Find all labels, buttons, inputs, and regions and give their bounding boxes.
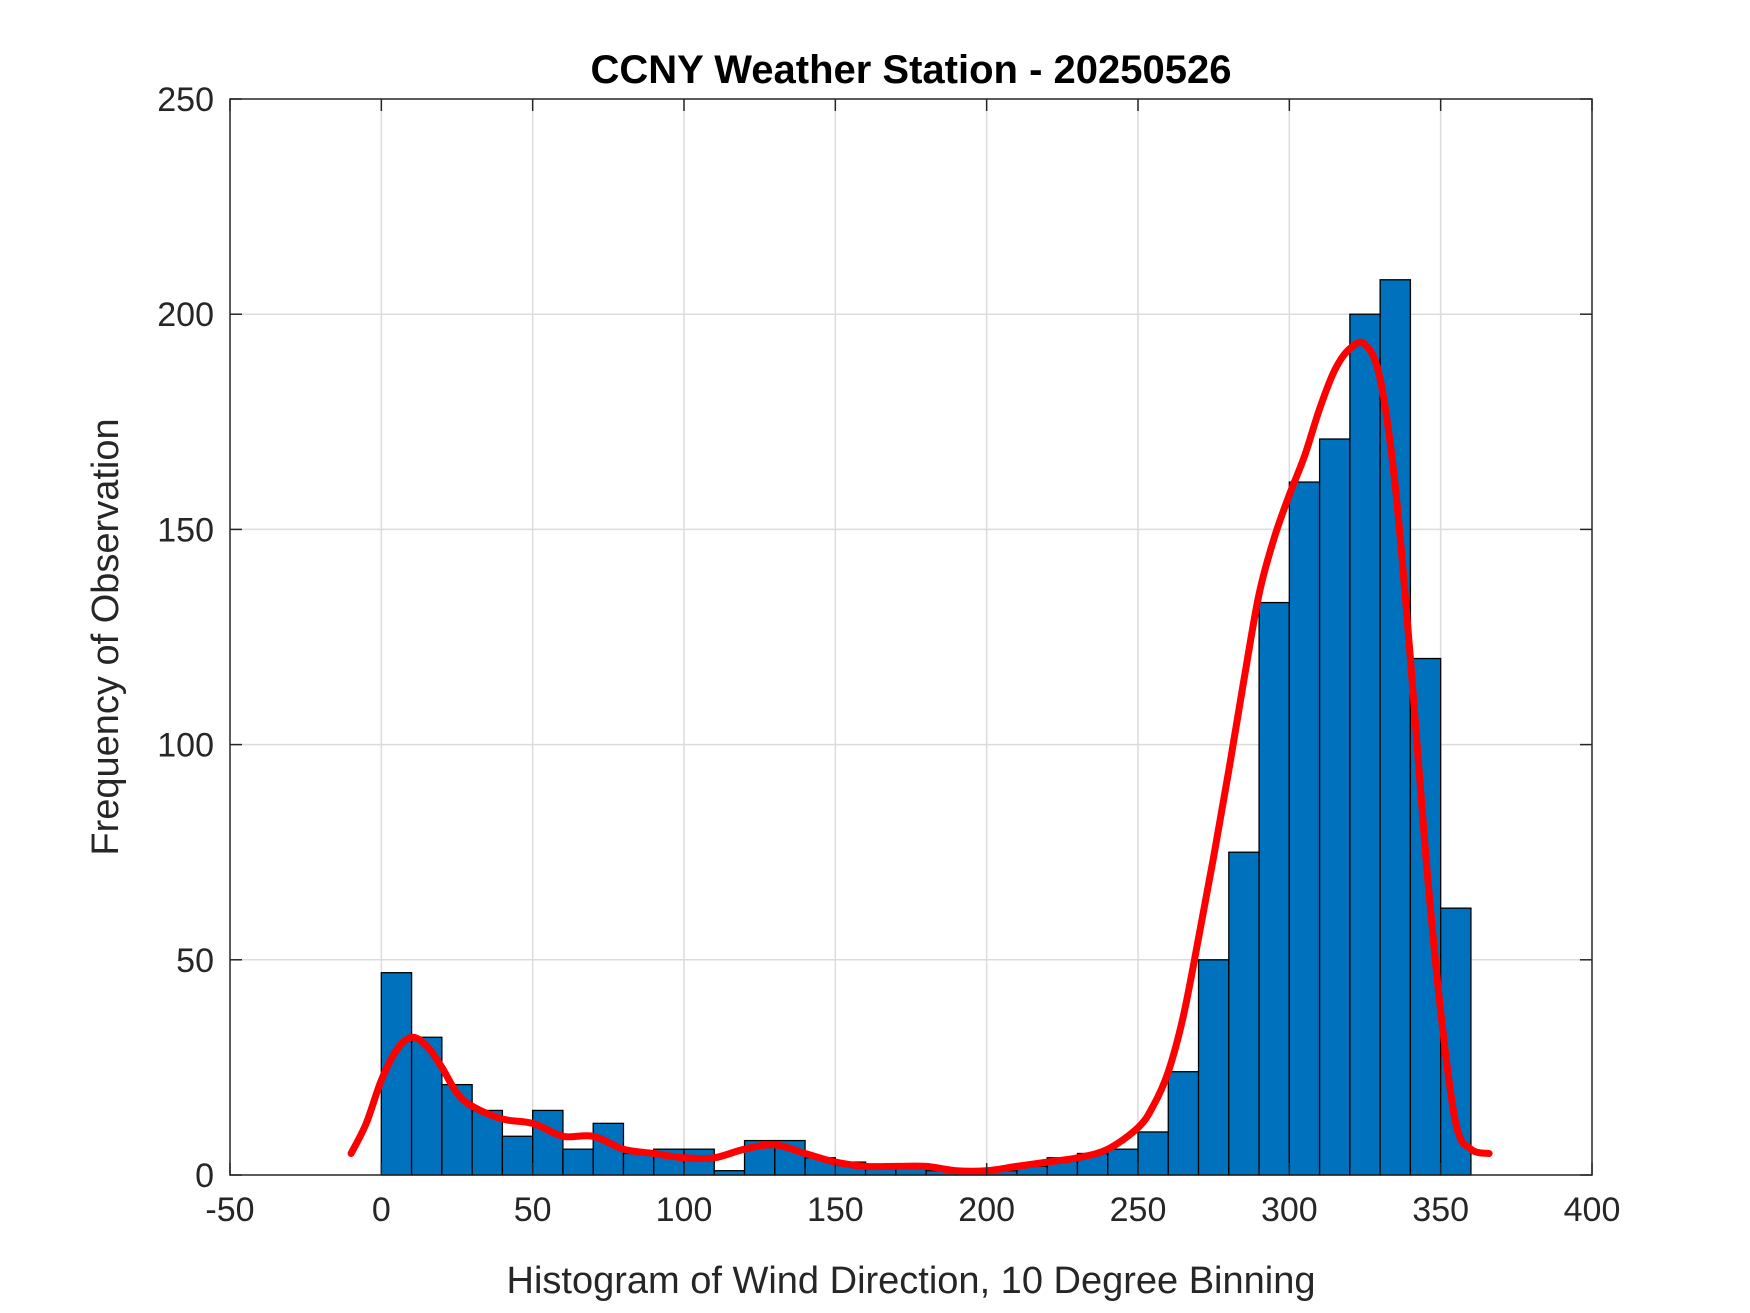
x-tick-label: 150 <box>807 1191 864 1229</box>
x-tick-label: 400 <box>1564 1191 1621 1229</box>
x-tick-label: 100 <box>656 1191 713 1229</box>
plot-frame <box>229 98 1593 1176</box>
histogram-bar <box>501 1135 534 1176</box>
axis-ticks <box>229 98 1593 1176</box>
histogram-bar <box>1288 481 1321 1176</box>
histogram-bars <box>380 279 1472 1176</box>
x-tick-labels: -50 0 50 100 150 200 250 300 350 400 <box>205 1191 1620 1229</box>
x-tick-label: 200 <box>958 1191 1015 1229</box>
y-tick-label: 150 <box>157 511 214 549</box>
x-tick-label: 300 <box>1261 1191 1318 1229</box>
histogram-bar <box>622 1152 655 1176</box>
histogram-bar <box>1107 1148 1139 1176</box>
histogram-bar <box>683 1148 715 1176</box>
y-tick-label: 200 <box>157 296 214 334</box>
histogram-bar <box>1349 313 1381 1176</box>
histogram-bar <box>1197 959 1230 1176</box>
y-tick-label: 100 <box>157 727 214 765</box>
histogram-bar <box>532 1109 564 1176</box>
x-tick-label: 50 <box>514 1191 552 1229</box>
density-curve <box>347 338 1493 1175</box>
histogram-bar <box>1258 601 1290 1176</box>
chart-title: CCNY Weather Station - 20250526 <box>591 48 1232 92</box>
x-tick-label: 250 <box>1110 1191 1167 1229</box>
x-tick-label: 0 <box>372 1191 391 1229</box>
histogram-bar <box>1228 851 1260 1176</box>
y-tick-labels: 0 50 100 150 200 250 <box>157 81 214 1195</box>
histogram-bar <box>1167 1071 1200 1176</box>
x-tick-label: -50 <box>205 1191 254 1229</box>
y-tick-label: 50 <box>176 942 214 980</box>
x-axis-label: Histogram of Wind Direction, 10 Degree B… <box>507 1260 1316 1302</box>
histogram-bar <box>1318 438 1351 1176</box>
x-tick-label: 350 <box>1412 1191 1469 1229</box>
y-axis-label: Frequency of Observation <box>85 418 127 855</box>
histogram-bar <box>1137 1131 1169 1176</box>
y-tick-label: 0 <box>195 1157 214 1195</box>
y-tick-label: 250 <box>157 81 214 119</box>
histogram-bar <box>562 1148 594 1176</box>
